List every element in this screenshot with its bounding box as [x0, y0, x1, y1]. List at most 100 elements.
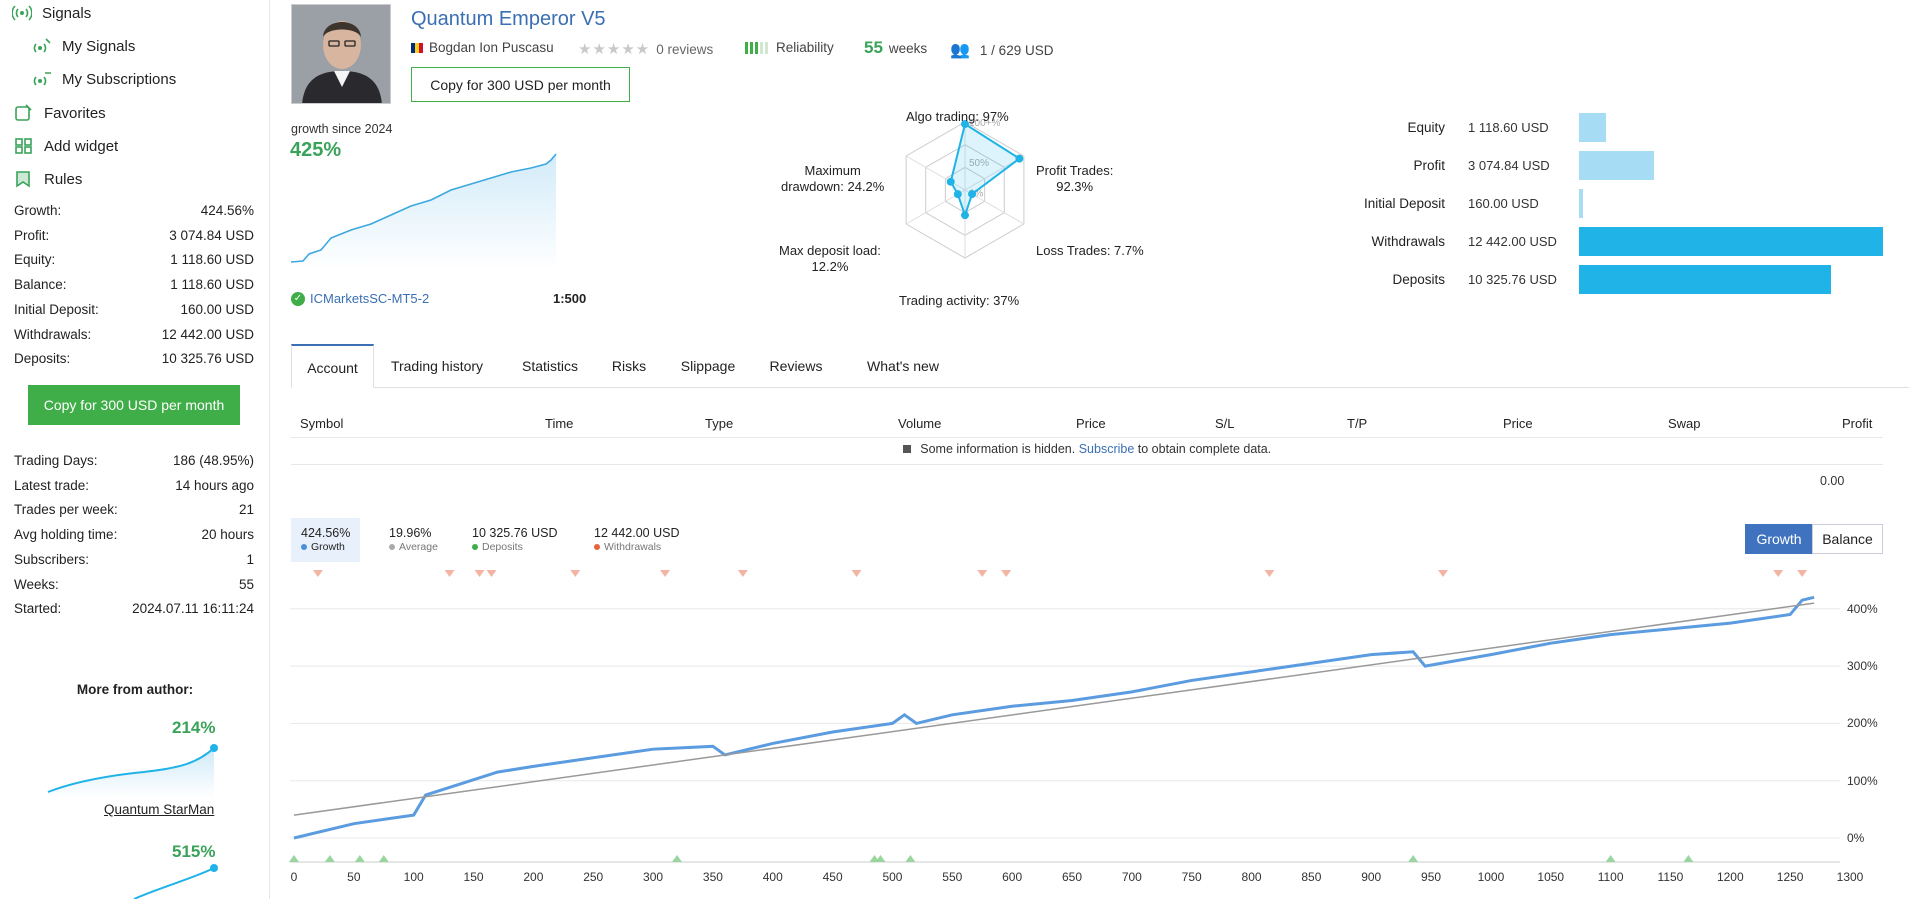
reliability: Reliability [745, 40, 834, 55]
bar-fill[interactable] [1579, 189, 1583, 218]
nav-add-widget[interactable]: Add widget [14, 137, 118, 155]
x-tick-label: 150 [463, 870, 484, 884]
withdrawal-marker [737, 570, 748, 577]
author-avatar[interactable] [291, 4, 391, 104]
radar-label-drawdown: Maximum drawdown: 24.2% [781, 163, 885, 194]
x-tick-label: 1050 [1537, 870, 1565, 884]
bar-fill[interactable] [1579, 227, 1883, 256]
stat-label: Subscribers: [14, 551, 90, 567]
stat-label: Growth: [14, 203, 62, 218]
author-signal-sparkline[interactable] [44, 736, 224, 798]
stat-row: Trades per week: 21 [14, 502, 254, 517]
tab-trading-history[interactable]: Trading history [390, 358, 484, 374]
withdrawal-marker [660, 570, 671, 577]
legend-growth-value: 424.56% [301, 526, 351, 540]
x-tick-label: 850 [1301, 870, 1322, 884]
nav-my-subscriptions[interactable]: My Subscriptions [32, 70, 176, 88]
stat-row: Initial Deposit: 160.00 USD [14, 302, 254, 317]
tab-statistics[interactable]: Statistics [521, 358, 578, 374]
legend-withdrawals[interactable]: 12 442.00 USD Withdrawals [584, 518, 689, 562]
col-tp: T/P [1347, 416, 1368, 431]
signal-title[interactable]: Quantum Emperor V5 [411, 8, 606, 30]
legend-withdrawals-value: 12 442.00 USD [594, 526, 680, 540]
bar-fill[interactable] [1579, 113, 1607, 142]
tab-account[interactable]: Account [291, 344, 374, 388]
legend-average-value: 19.96% [389, 526, 432, 540]
radar-label-profit-trades: Profit Trades: 92.3% [1036, 163, 1114, 194]
stat-value: 20 hours [201, 527, 254, 543]
bar-label: Deposits [1392, 272, 1445, 287]
legend-deposits[interactable]: 10 325.76 USD Deposits [462, 518, 567, 562]
broker-link[interactable]: ✓ ICMarketsSC-MT5-2 [291, 291, 429, 306]
stat-value: 12 442.00 USD [161, 326, 254, 342]
legend-average[interactable]: 19.96% Average [379, 518, 448, 562]
nav-my-signals[interactable]: My Signals [32, 37, 135, 55]
bar-label: Initial Deposit [1363, 196, 1445, 211]
tab-risks[interactable]: Risks [611, 358, 647, 374]
x-tick-label: 750 [1181, 870, 1202, 884]
more-from-author-title: More from author: [76, 682, 194, 697]
stat-value: 14 hours ago [175, 477, 254, 493]
x-tick-label: 950 [1421, 870, 1442, 884]
balance-toggle[interactable]: Balance [1812, 524, 1883, 554]
stat-label: Balance: [14, 277, 67, 293]
growth-sparkline[interactable] [291, 140, 591, 270]
author-info[interactable]: Bogdan Ion Puscasu [411, 40, 554, 55]
y-tick-label: 0% [1847, 831, 1865, 845]
x-tick-label: 400 [762, 870, 783, 884]
stat-label: Withdrawals: [14, 326, 92, 342]
bar-value: 160.00 USD [1468, 196, 1539, 211]
bar-fill[interactable] [1579, 265, 1832, 294]
radar-spoke [905, 155, 966, 191]
withdrawal-marker [486, 570, 497, 577]
withdrawal-marker [570, 570, 581, 577]
x-tick-label: 700 [1121, 870, 1142, 884]
stat-row: Profit: 3 074.84 USD [14, 228, 254, 243]
growth-toggle[interactable]: Growth [1745, 524, 1813, 554]
widget-icon [15, 138, 32, 154]
stat-label: Trading Days: [14, 453, 98, 468]
col-price: Price [1076, 416, 1106, 431]
author-signal-sparkline[interactable] [44, 858, 224, 899]
stat-label: Equity: [14, 252, 56, 268]
legend-growth-label: Growth [311, 541, 345, 553]
bar-value: 1 118.60 USD [1468, 120, 1549, 135]
tab-whats-new[interactable]: What's new [867, 358, 939, 374]
subscribe-link[interactable]: Subscribe [1078, 442, 1135, 456]
x-tick-label: 1200 [1716, 870, 1744, 884]
subscribers-icon: 👥 [950, 42, 970, 59]
sidebar-copy-button[interactable]: Copy for 300 USD per month [28, 385, 240, 425]
radar-label-activity: Trading activity: 37% [899, 293, 1020, 308]
stat-value: 1 [246, 551, 254, 567]
x-tick-label: 1300 [1836, 870, 1864, 884]
x-tick-label: 550 [942, 870, 963, 884]
sidebar: Signals My Signals My Subscriptions Favo… [0, 0, 270, 899]
x-tick-label: 600 [1002, 870, 1023, 884]
radar-ring-label: 0% [969, 189, 984, 200]
x-tick-label: 250 [583, 870, 604, 884]
col-price-2: Price [1503, 416, 1533, 431]
x-tick-label: 200 [523, 870, 544, 884]
stat-value: 2024.07.11 16:11:24 [132, 601, 254, 617]
stat-value: 1 118.60 USD [170, 277, 254, 293]
x-tick-label: 1100 [1597, 870, 1624, 884]
nav-favorites[interactable]: Favorites [14, 104, 106, 122]
bar-fill[interactable] [1579, 151, 1655, 180]
tab-slippage[interactable]: Slippage [680, 358, 736, 374]
copy-signal-button[interactable]: Copy for 300 USD per month [411, 67, 630, 102]
withdrawal-marker [851, 570, 862, 577]
x-tick-label: 650 [1061, 870, 1083, 884]
deposit-marker [875, 855, 886, 862]
deposit-marker [905, 855, 916, 862]
tab-reviews[interactable]: Reviews [769, 358, 823, 374]
nav-signals[interactable]: Signals [12, 4, 91, 22]
author-signal-link[interactable]: Quantum StarMan [104, 802, 215, 817]
nav-rules[interactable]: Rules [14, 170, 82, 188]
weeks-number: 55 [864, 38, 883, 57]
legend-growth[interactable]: 424.56% Growth [291, 518, 361, 562]
stat-value: 424.56% [200, 203, 254, 218]
rating[interactable]: ★★★★★ 0 reviews [578, 40, 713, 58]
y-tick-label: 300% [1847, 659, 1878, 674]
broker-name: ICMarketsSC-MT5-2 [310, 291, 430, 306]
x-tick-label: 50 [347, 870, 361, 884]
